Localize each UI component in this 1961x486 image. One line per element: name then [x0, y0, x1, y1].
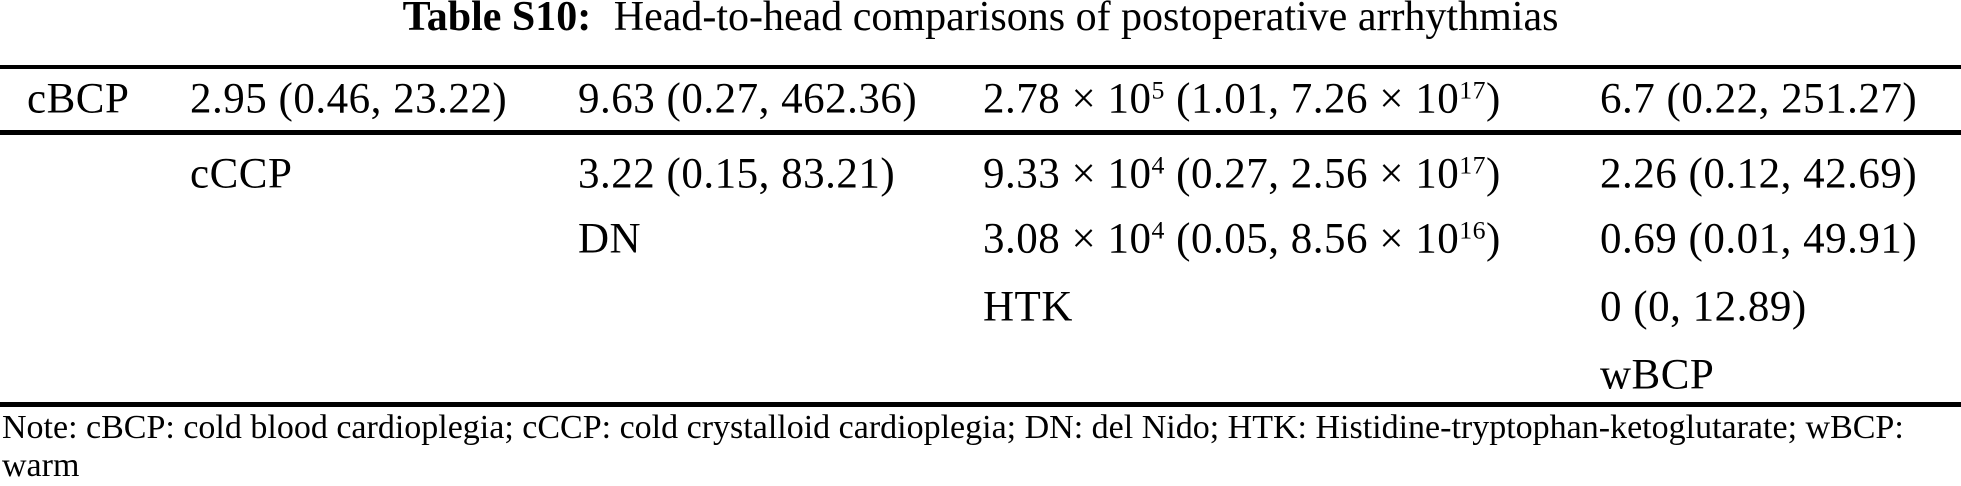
estimate-cccp-vs-wbcp: 2.26 (0.12, 42.69): [1600, 150, 1918, 198]
table-row: HTK 0 (0, 12.89): [0, 274, 1961, 340]
table-title-text: Head-to-head comparisons of postoperativ…: [613, 0, 1559, 40]
estimate-cbcp-vs-wbcp: 6.7 (0.22, 251.27): [1600, 75, 1918, 123]
table-header-rule: [0, 130, 1961, 135]
estimate-cccp-vs-htk: 9.33 × 104 (0.27, 2.56 × 1017): [983, 150, 1501, 198]
treatment-cbcp: cBCP: [27, 75, 130, 123]
estimate-htk-vs-wbcp: 0 (0, 12.89): [1600, 283, 1807, 331]
table-title: Table S10: Head-to-head comparisons of p…: [0, 0, 1961, 41]
note-line-1: Note: cBCP: cold blood cardioplegia; cCC…: [2, 409, 1904, 484]
treatment-wbcp: wBCP: [1600, 351, 1715, 399]
estimate-cbcp-vs-htk: 2.78 × 105 (1.01, 7.26 × 1017): [983, 75, 1501, 123]
treatment-cccp: cCCP: [190, 150, 293, 198]
estimate-dn-vs-wbcp: 0.69 (0.01, 49.91): [1600, 215, 1918, 263]
table-row: DN 3.08 × 104 (0.05, 8.56 × 1016) 0.69 (…: [0, 206, 1961, 272]
estimate-cbcp-vs-dn: 9.63 (0.27, 462.36): [578, 75, 918, 123]
table-top-rule: [0, 65, 1961, 69]
table-row: wBCP: [0, 342, 1961, 408]
table-row: cCCP 3.22 (0.15, 83.21) 9.33 × 104 (0.27…: [0, 140, 1961, 208]
estimate-dn-vs-htk: 3.08 × 104 (0.05, 8.56 × 1016): [983, 215, 1501, 263]
table-row: cBCP 2.95 (0.46, 23.22) 9.63 (0.27, 462.…: [0, 68, 1961, 130]
table-title-label: Table S10:: [402, 0, 592, 40]
treatment-dn: DN: [578, 215, 642, 263]
table-bottom-rule: [0, 402, 1961, 407]
estimate-cbcp-vs-cccp: 2.95 (0.46, 23.22): [190, 75, 508, 123]
treatment-htk: HTK: [983, 283, 1073, 331]
table-note: Note: cBCP: cold blood cardioplegia; cCC…: [2, 409, 1961, 486]
estimate-cccp-vs-dn: 3.22 (0.15, 83.21): [578, 150, 896, 198]
